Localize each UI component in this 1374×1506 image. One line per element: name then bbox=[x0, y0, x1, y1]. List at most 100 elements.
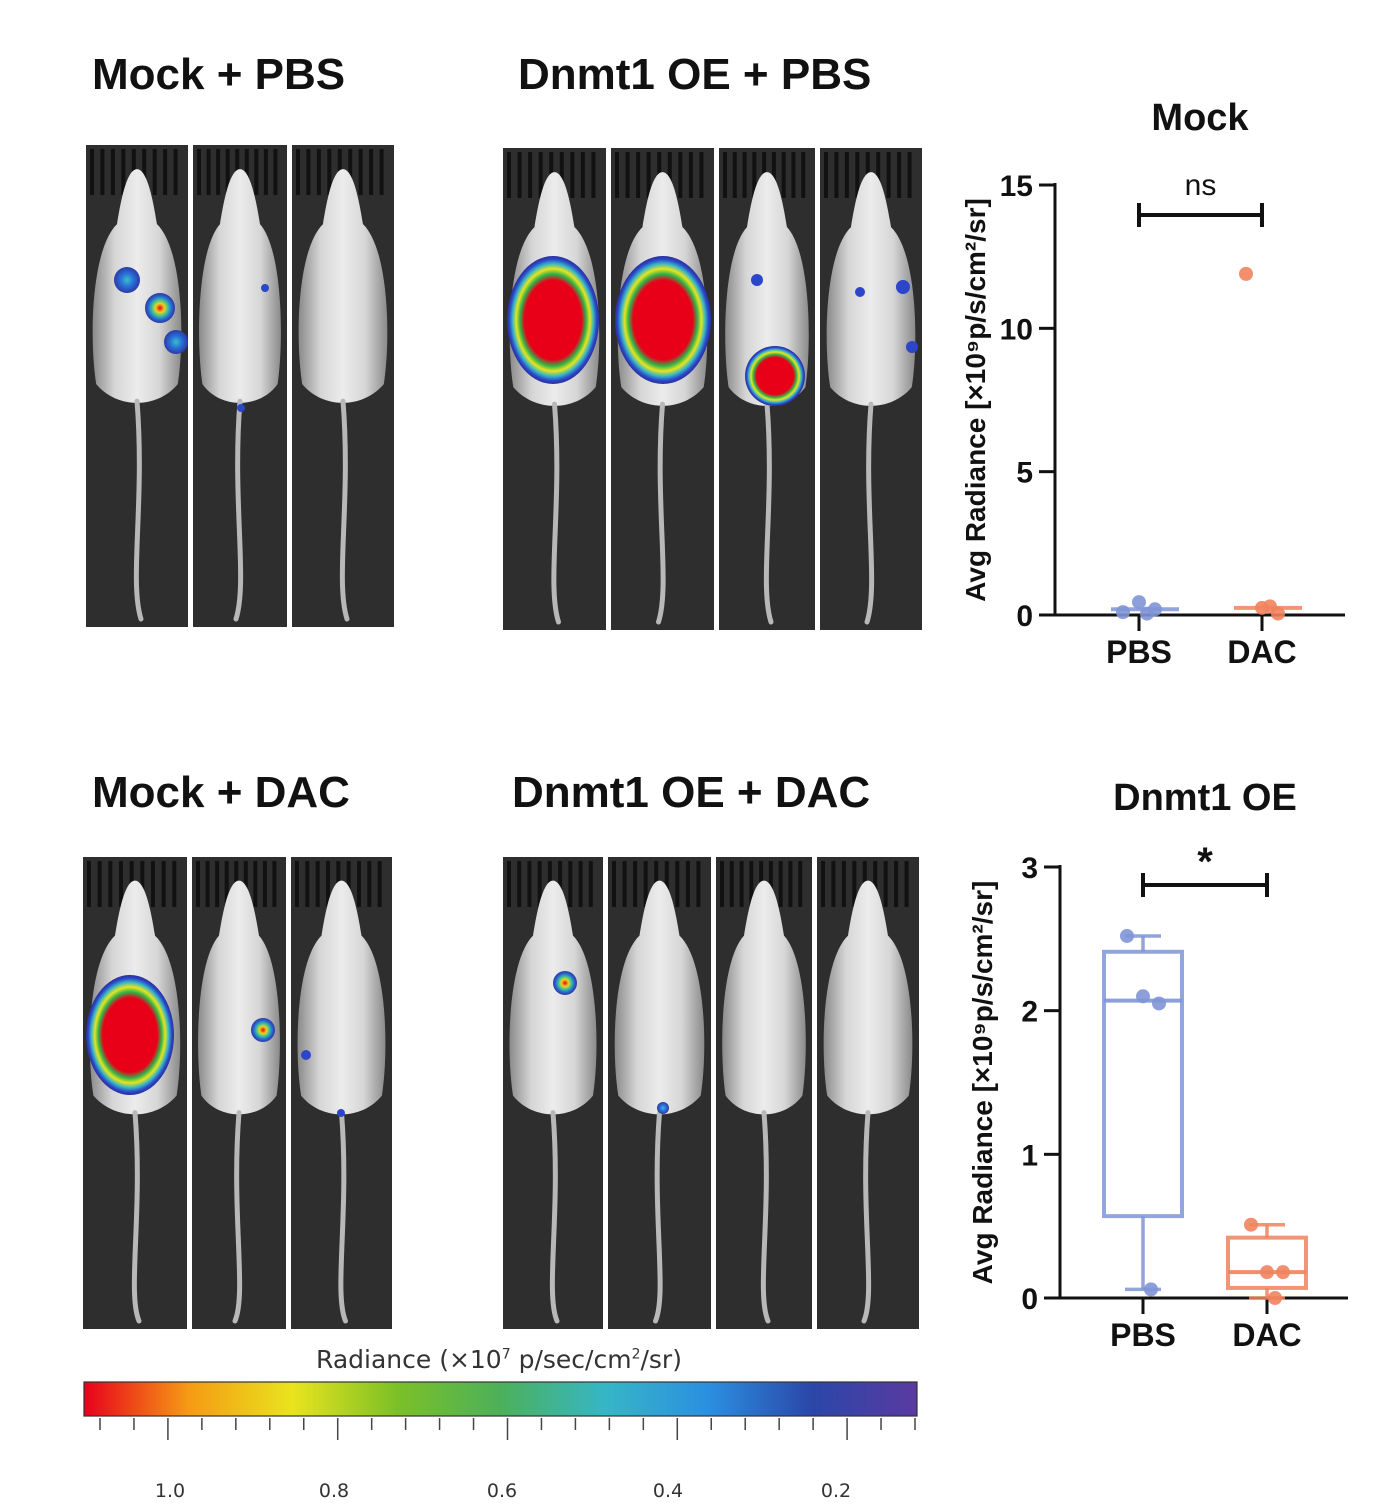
cage-bar bbox=[798, 861, 803, 907]
cage-bar bbox=[873, 861, 878, 907]
cage-bar bbox=[100, 149, 105, 195]
cage-bar bbox=[262, 861, 267, 907]
cage-bar bbox=[897, 152, 902, 198]
mouse-tail bbox=[551, 401, 561, 625]
mouse-strip bbox=[292, 145, 394, 627]
cage-bar bbox=[894, 861, 899, 907]
cage-bar bbox=[844, 152, 849, 198]
cage-bar bbox=[559, 152, 564, 198]
cage-bar bbox=[108, 861, 113, 907]
cage-bar bbox=[369, 149, 374, 195]
data-point bbox=[1260, 1265, 1274, 1280]
cage-bar bbox=[152, 149, 157, 195]
mouse-strip bbox=[503, 857, 603, 1329]
data-point bbox=[1144, 1282, 1158, 1297]
data-point bbox=[1116, 605, 1130, 620]
mouse-strip-group-mock-pbs bbox=[86, 145, 394, 627]
cage-bar bbox=[358, 149, 363, 195]
colorbar-title-unit: p/sec/cm bbox=[510, 1345, 632, 1374]
signal-spot bbox=[301, 1050, 311, 1060]
cage-bar bbox=[196, 861, 200, 907]
cage-bar bbox=[216, 149, 221, 195]
cage-bar bbox=[243, 861, 248, 907]
y-tick-label: 0 bbox=[1021, 1283, 1038, 1316]
chart-title: Mock bbox=[1151, 97, 1249, 139]
cage-bar bbox=[646, 152, 651, 198]
mouse-strip-group-oe-dac bbox=[503, 857, 919, 1329]
cage-bar bbox=[855, 152, 860, 198]
mouse-body bbox=[614, 880, 705, 1115]
cage-bar bbox=[588, 861, 593, 907]
signal-spot bbox=[337, 1109, 345, 1117]
x-tick-label: PBS bbox=[1106, 634, 1172, 670]
cage-bar bbox=[886, 152, 891, 198]
data-point bbox=[1263, 599, 1277, 614]
cage-bar bbox=[97, 861, 102, 907]
y-axis-label: Avg Radiance [×10⁹p/s/cm²/sr] bbox=[967, 881, 998, 1285]
cage-bar bbox=[612, 861, 616, 907]
mouse-tail bbox=[653, 1110, 663, 1324]
mouse-strip bbox=[503, 148, 606, 630]
cage-bar bbox=[87, 861, 91, 907]
cage-bar bbox=[315, 861, 320, 907]
colorbar-title-exponent: 7 bbox=[501, 1346, 511, 1363]
mouse-tail bbox=[338, 1110, 348, 1324]
mouse-strip bbox=[193, 145, 287, 627]
cage-bar bbox=[591, 152, 596, 198]
cage-bar bbox=[633, 861, 638, 907]
y-tick-label: 10 bbox=[1000, 313, 1033, 346]
colorbar-title-base: 10 bbox=[469, 1345, 502, 1374]
data-point bbox=[1268, 1291, 1282, 1305]
cage-bar bbox=[379, 149, 384, 195]
mouse-strip-group-oe-pbs bbox=[503, 148, 922, 630]
cage-bar bbox=[142, 149, 147, 195]
cage-bar bbox=[675, 861, 680, 907]
y-tick-label: 5 bbox=[1016, 457, 1033, 490]
significance-label: * bbox=[1197, 840, 1213, 884]
cage-bar bbox=[568, 861, 573, 907]
cage-bar bbox=[348, 149, 353, 195]
mouse-strip bbox=[817, 857, 919, 1329]
cage-bar bbox=[781, 152, 786, 198]
cage-bar bbox=[507, 152, 511, 198]
cage-bar bbox=[140, 861, 145, 907]
mouse-body bbox=[298, 169, 388, 403]
signal-spot bbox=[906, 341, 918, 353]
colorbar-label: 0.2 bbox=[820, 1480, 852, 1502]
cage-bar bbox=[263, 149, 268, 195]
signal-spot bbox=[553, 971, 577, 995]
colorbar-label: 0.4 bbox=[652, 1480, 684, 1502]
cage-bar bbox=[625, 152, 630, 198]
cage-bar bbox=[723, 152, 727, 198]
cage-bar bbox=[197, 149, 201, 195]
cage-bar bbox=[517, 861, 522, 907]
cage-bar bbox=[253, 861, 258, 907]
signal-spot bbox=[507, 256, 599, 384]
cage-bar bbox=[558, 861, 563, 907]
cage-bar bbox=[357, 861, 361, 907]
signal-spot bbox=[145, 293, 175, 323]
data-point bbox=[1244, 1217, 1258, 1232]
cage-bar bbox=[664, 861, 669, 907]
cage-bar bbox=[305, 861, 310, 907]
signal-spot bbox=[896, 280, 910, 294]
cage-bar bbox=[316, 149, 321, 195]
cage-bar bbox=[791, 152, 796, 198]
cage-bar bbox=[732, 152, 737, 198]
data-point bbox=[1239, 266, 1253, 281]
cage-bar bbox=[538, 152, 543, 198]
panel-title-mock-pbs: Mock + PBS bbox=[92, 50, 346, 99]
colorbar-label: 0.8 bbox=[318, 1480, 350, 1502]
mouse-tail bbox=[763, 401, 774, 625]
cage-bar bbox=[326, 861, 330, 907]
cage-bar bbox=[528, 152, 533, 198]
colorbar-title-prefix: Radiance ( bbox=[316, 1345, 449, 1374]
cage-bar bbox=[841, 861, 846, 907]
mouse-tail bbox=[864, 401, 875, 625]
cage-bar bbox=[667, 152, 672, 198]
mouse-strip bbox=[86, 145, 188, 627]
x-tick-label: DAC bbox=[1227, 634, 1296, 670]
mouse-tail bbox=[133, 398, 144, 622]
cage-bar bbox=[720, 861, 724, 907]
colorbar-label: 0.6 bbox=[486, 1480, 518, 1502]
